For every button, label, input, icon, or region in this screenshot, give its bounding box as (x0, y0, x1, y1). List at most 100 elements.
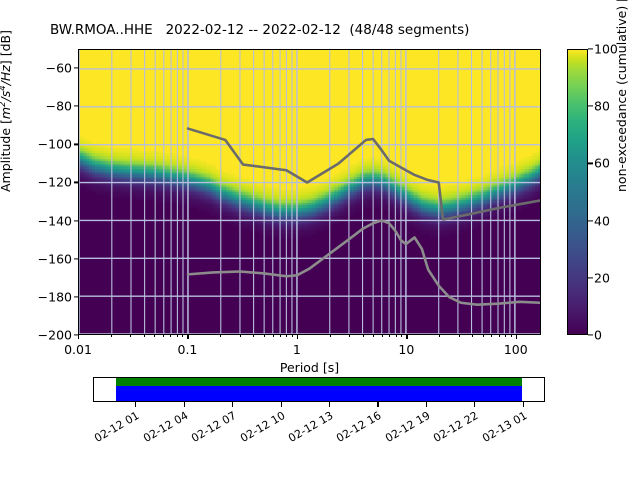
x-axis-tick-label: 10 (398, 342, 415, 357)
y-axis-label: Amplitude [m2/s4/Hz] [dB] (0, 30, 13, 192)
x-axis-minor-tick (279, 335, 281, 338)
timeline-date-label: 02-12 22 (431, 409, 481, 445)
x-axis-minor-tick (163, 335, 165, 338)
y-axis-tick-label: −180 (37, 289, 72, 305)
data-coverage-green (116, 378, 522, 387)
y-axis-tick-mark (74, 220, 78, 222)
x-axis-minor-tick (154, 335, 156, 338)
colorbar-tick-mark (588, 277, 593, 279)
y-axis-tick-mark (74, 334, 78, 336)
y-axis-tick-label: −80 (45, 98, 72, 114)
x-axis-minor-tick (362, 335, 364, 338)
timeline-date-label: 02-12 13 (286, 409, 336, 445)
ppsd-plot-area[interactable] (78, 49, 541, 335)
x-axis-minor-tick (110, 335, 112, 338)
y-axis-tick-mark (74, 143, 78, 145)
x-axis-minor-tick (220, 335, 222, 338)
x-axis-minor-tick (395, 335, 397, 338)
colorbar-tick-label: 0 (594, 327, 602, 343)
colorbar-tick-label: 80 (594, 98, 610, 114)
colorbar-tick-mark (588, 48, 593, 50)
colorbar-tick-mark (588, 334, 593, 336)
x-axis-minor-tick (498, 335, 500, 338)
colorbar-tick-label: 60 (594, 155, 610, 171)
y-axis-label-hz: /Hz (0, 65, 14, 86)
y-axis-tick-mark (74, 296, 78, 298)
y-axis-tick-mark (74, 105, 78, 107)
y-axis-tick-mark (74, 67, 78, 69)
colorbar[interactable] (567, 49, 588, 335)
y-axis-label-pre: Amplitude [ (0, 119, 14, 192)
x-axis-tick-label: 1 (292, 342, 301, 357)
x-axis-minor-tick (472, 335, 474, 338)
x-axis-major-tick (296, 335, 299, 339)
x-axis-major-tick (515, 335, 517, 339)
colorbar-tick-mark (588, 220, 593, 222)
data-coverage-strip[interactable] (93, 377, 545, 402)
y-axis-tick-label: −200 (37, 327, 72, 343)
plot-gridlines (79, 50, 540, 334)
colorbar-tick-label: 100 (594, 41, 618, 57)
x-axis-tick-label: 0.1 (177, 342, 198, 357)
colorbar-label: non-exceedance (cumulative) [%] (614, 0, 629, 192)
noise-model-curves (186, 127, 540, 306)
x-axis-minor-tick (482, 335, 484, 338)
y-axis-tick-label: −60 (45, 60, 72, 76)
x-axis-minor-tick (389, 335, 391, 338)
x-axis-label: Period [s] (279, 360, 340, 375)
x-axis-minor-tick (263, 335, 265, 338)
timeline-date-label: 02-12 07 (189, 409, 239, 445)
x-axis-minor-tick (272, 335, 274, 338)
x-axis-minor-tick (170, 335, 172, 338)
x-axis-major-tick (406, 335, 408, 339)
x-axis-minor-tick (253, 335, 255, 338)
y-axis-tick-label: −140 (37, 213, 72, 229)
y-axis-label-s: /s (0, 90, 14, 102)
x-axis-major-tick (187, 335, 189, 339)
x-axis-minor-tick (286, 335, 288, 338)
x-axis-minor-tick (505, 335, 507, 338)
colorbar-tick-mark (588, 105, 593, 107)
timeline-date-label: 02-12 01 (92, 409, 142, 445)
y-axis-label-post: ] [dB] (0, 30, 14, 65)
timeline-tick-mark (522, 402, 524, 407)
timeline-tick-mark (425, 402, 427, 407)
timeline-date-label: 02-12 04 (140, 409, 191, 445)
timeline-date-label: 02-12 10 (237, 409, 288, 445)
y-axis-tick-label: −120 (37, 174, 72, 190)
plot-title: BW.RMOA..HHE 2022-02-12 -- 2022-02-12 (4… (50, 22, 470, 38)
x-axis-minor-tick (130, 335, 132, 338)
y-axis-tick-mark (74, 181, 78, 184)
x-axis-minor-tick (439, 335, 441, 338)
x-axis-tick-label: 100 (503, 342, 528, 357)
y-axis-tick-mark (74, 258, 78, 260)
timeline-tick-mark (183, 402, 185, 407)
x-axis-minor-tick (182, 335, 184, 338)
x-axis-minor-tick (143, 335, 145, 338)
x-axis-major-tick (78, 335, 80, 339)
timeline-date-label: 02-12 16 (334, 409, 384, 445)
x-axis-minor-tick (176, 335, 178, 338)
x-axis-minor-tick (329, 335, 331, 338)
timeline-tick-mark (474, 402, 476, 407)
x-axis-minor-tick (510, 335, 512, 338)
x-axis-minor-tick (349, 335, 351, 338)
y-axis-label-sup4: 4 (0, 85, 8, 90)
x-axis-minor-tick (239, 335, 241, 338)
x-axis-minor-tick (401, 335, 403, 338)
x-axis-minor-tick (373, 335, 375, 338)
timeline-tick-mark (135, 402, 137, 407)
x-axis-minor-tick (382, 335, 384, 338)
y-axis-tick-label: −160 (37, 251, 72, 267)
x-axis-minor-tick (291, 335, 293, 338)
timeline-tick-mark (377, 402, 379, 407)
ppsd-density-heatmap (79, 50, 540, 334)
y-axis-label-m: m (0, 107, 13, 119)
x-axis-tick-label: 0.01 (64, 342, 92, 357)
timeline-date-label: 02-13 01 (479, 409, 530, 445)
y-axis-tick-label: −100 (37, 136, 72, 152)
timeline-tick-mark (232, 402, 234, 407)
timeline-tick-mark (328, 402, 331, 407)
colorbar-tick-label: 20 (594, 270, 610, 286)
